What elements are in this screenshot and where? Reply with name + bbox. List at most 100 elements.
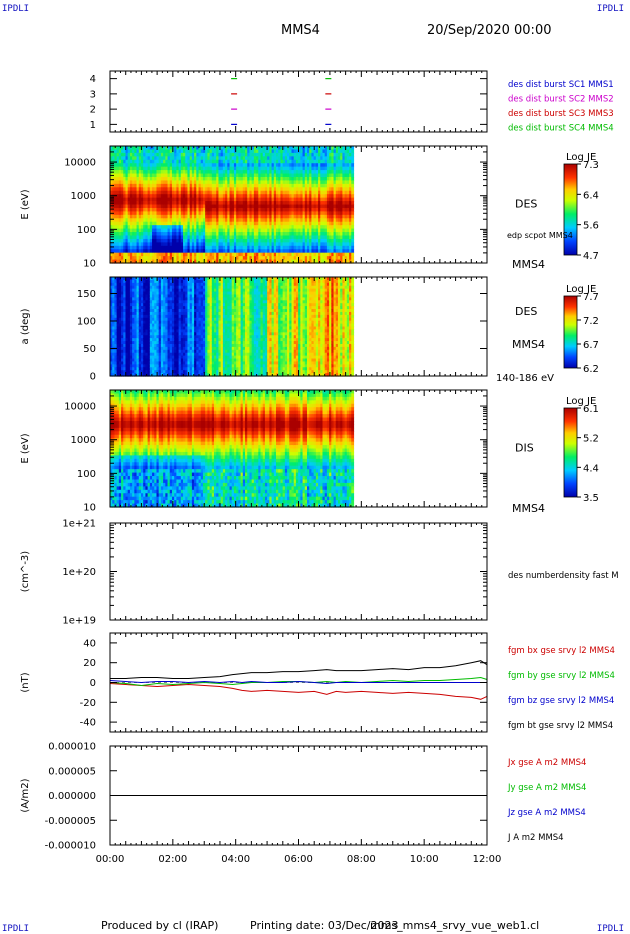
heatmap-cell	[127, 211, 131, 216]
heatmap-cell	[180, 166, 184, 171]
heatmap-cell	[313, 170, 317, 175]
heatmap-cell	[116, 259, 120, 264]
heatmap-cell	[256, 235, 259, 240]
heatmap-cell	[318, 163, 321, 168]
heatmap-cell	[202, 211, 206, 216]
heatmap-cell	[267, 159, 270, 164]
heatmap-cell	[189, 170, 193, 175]
heatmap-cell	[163, 204, 166, 209]
heatmap-cell	[318, 176, 321, 182]
heatmap-cell	[169, 218, 173, 223]
heatmap-cell	[189, 166, 193, 171]
heatmap-cell	[280, 225, 284, 230]
heatmap-cell	[214, 214, 217, 219]
heatmap-cell	[256, 180, 259, 185]
heatmap-cell	[171, 242, 175, 247]
heatmap-cell	[251, 245, 255, 250]
heatmap-cell	[240, 221, 244, 226]
heatmap-cell	[125, 170, 129, 175]
heatmap-cell	[118, 221, 122, 226]
heatmap-cell	[315, 221, 319, 226]
heatmap-cell	[258, 228, 262, 233]
heatmap-cell	[233, 201, 237, 206]
heatmap-cell	[200, 187, 204, 192]
heatmap-cell	[231, 180, 235, 185]
heatmap-cell	[134, 221, 138, 226]
heatmap-cell	[278, 194, 282, 199]
heatmap-cell	[171, 152, 175, 157]
heatmap-cell	[205, 249, 208, 254]
heatmap-cell	[271, 204, 275, 209]
heatmap-cell	[125, 256, 129, 261]
heatmap-cell	[200, 166, 204, 171]
heatmap-cell	[198, 159, 202, 164]
heatmap-cell	[198, 190, 202, 195]
corner-label-bottom-left: IPDLI	[2, 924, 30, 934]
heatmap-cell	[145, 249, 149, 254]
heatmap-cell	[329, 242, 332, 247]
heatmap-cell	[116, 245, 120, 250]
heatmap-cell	[280, 245, 284, 250]
heatmap-cell	[167, 225, 171, 230]
heatmap-cell	[165, 152, 169, 157]
heatmap-cell	[163, 194, 166, 199]
heatmap-cell	[118, 232, 122, 237]
heatmap-cell	[116, 152, 120, 157]
heatmap-cell	[152, 249, 155, 254]
heatmap-cell	[134, 211, 138, 216]
heatmap-cell	[165, 159, 169, 164]
heatmap-cell	[147, 201, 151, 206]
heatmap-cell	[242, 166, 246, 171]
heatmap-cell	[249, 211, 253, 216]
heatmap-cell	[123, 187, 127, 192]
heatmap-cell	[309, 211, 313, 216]
heatmap-cell	[273, 211, 277, 216]
heatmap-cell	[284, 245, 288, 250]
heatmap-cell	[284, 173, 288, 178]
heatmap-cell	[245, 159, 248, 164]
heatmap-cell	[271, 225, 275, 230]
heatmap-cell	[247, 152, 251, 157]
heatmap-cell	[220, 149, 224, 154]
heatmap-cell	[236, 159, 239, 164]
heatmap-cell	[256, 238, 259, 243]
heatmap-cell	[249, 170, 253, 175]
heatmap-cell	[145, 235, 149, 240]
heatmap-cell	[324, 228, 328, 233]
heatmap-cell	[183, 225, 186, 230]
heatmap-cell	[205, 235, 208, 240]
heatmap-cell	[200, 249, 204, 254]
heatmap-cell	[320, 207, 324, 212]
heatmap-cell	[183, 238, 186, 243]
heatmap-cell	[271, 187, 275, 192]
heatmap-cell	[304, 242, 308, 247]
heatmap-cell	[214, 207, 217, 212]
heatmap-cell	[145, 204, 149, 209]
heatmap-cell	[174, 252, 178, 257]
heatmap-cell	[132, 238, 135, 243]
heatmap-cell	[326, 166, 330, 171]
heatmap-cell	[295, 152, 299, 157]
heatmap-cell	[269, 170, 273, 175]
heatmap-cell	[145, 194, 149, 199]
heatmap-cell	[154, 232, 158, 237]
heatmap-cell	[202, 235, 206, 240]
heatmap-cell	[214, 235, 217, 240]
heatmap-cell	[202, 218, 206, 223]
heatmap-cell	[247, 170, 251, 175]
heatmap-cell	[295, 173, 299, 178]
heatmap-cell	[202, 180, 206, 185]
heatmap-cell	[156, 170, 160, 175]
heatmap-cell	[258, 190, 262, 195]
heatmap-cell	[306, 238, 310, 243]
heatmap-cell	[291, 201, 295, 206]
heatmap-cell	[298, 163, 301, 168]
heatmap-cell	[302, 190, 306, 195]
heatmap-cell	[247, 190, 251, 195]
heatmap-cell	[253, 245, 257, 250]
heatmap-cell	[269, 256, 273, 261]
heatmap-cell	[189, 211, 193, 216]
heatmap-cell	[121, 180, 124, 185]
heatmap-cell	[351, 152, 355, 157]
heatmap-cell	[222, 252, 226, 257]
